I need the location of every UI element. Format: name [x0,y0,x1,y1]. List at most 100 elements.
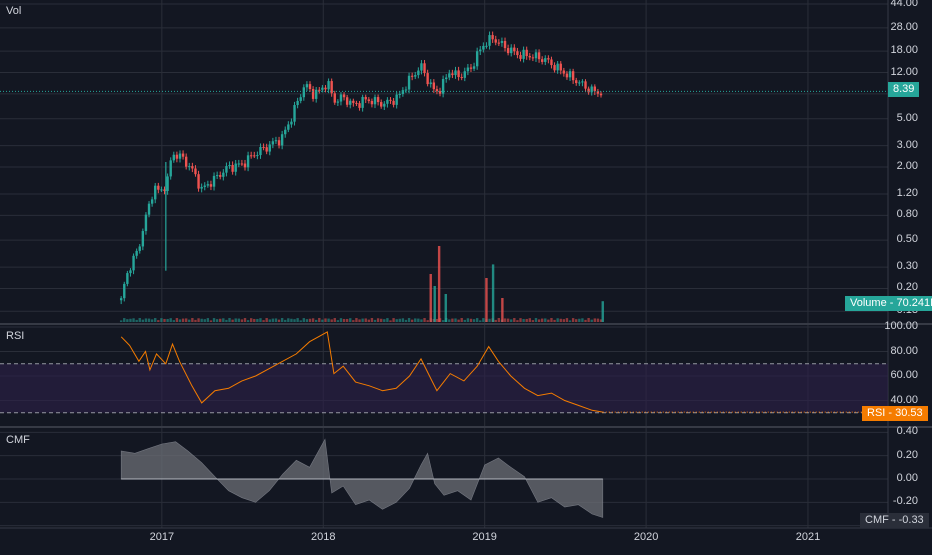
rsi-line [120,331,603,413]
volume-bar [302,318,306,322]
volume-bar [150,319,154,322]
volume-bar [209,320,213,322]
volume-bar [194,319,197,322]
volume-bar [537,319,541,322]
candle-body [587,88,590,93]
volume-bar [330,319,333,322]
volume-bar [531,320,535,322]
volume-spike-bar [601,301,604,322]
cmf-area [120,438,604,518]
candle-body [401,90,405,94]
candle-body [407,75,411,90]
volume-bar [280,318,284,322]
price-y-tick-label: 2.00 [896,160,918,173]
candle-body [590,86,593,93]
candle-body [284,129,287,135]
candle-body [420,63,423,71]
candle-body [324,87,327,90]
candle-body [342,94,346,98]
candle-body [370,100,374,105]
candle-body [522,49,525,59]
candle-body [578,82,581,84]
volume-bar [336,320,340,322]
candle-body [339,94,343,102]
candle-body [333,93,336,103]
candle-body [528,56,531,58]
candle-body [293,105,296,122]
candle-body [209,184,213,187]
volume-bar [178,319,182,322]
last-price-badge: 8.39 [888,82,920,97]
candle-body [445,77,448,80]
candle-body [472,66,476,69]
volume-bar [262,320,265,322]
candle-body [200,186,203,189]
candle-body [438,91,442,94]
volume-bar [169,318,172,322]
candle-body [562,70,566,74]
candle-body [599,93,603,96]
volume-bar [386,318,389,322]
volume-bar [522,318,525,322]
candle-body [457,70,460,78]
volume-bar [420,319,423,322]
candle-body [311,89,315,99]
candle-body [494,39,497,43]
candle-body [141,231,145,247]
candle-body [129,270,132,274]
candle-body [519,55,522,59]
volume-bar [571,318,575,322]
volume-bar [475,318,479,322]
candle-body [553,65,556,71]
volume-bar [126,319,129,322]
rsi-y-tick-label: 100.00 [884,320,918,332]
volume-bar [463,319,466,322]
candle-body [544,58,547,62]
volume-bar [339,318,343,322]
rsi-value-badge: RSI - 30.53 [862,406,928,421]
candle-body [175,154,179,159]
candle-body [556,63,559,71]
candle-body [228,164,231,167]
cmf-y-tick-label: -0.20 [892,495,918,508]
volume-bar [249,318,253,322]
volume-bar [141,319,145,322]
rsi-y-tick-label: 40.00 [890,393,918,406]
volume-bar [562,319,566,322]
candle-body [488,35,491,46]
volume-bar [454,318,457,322]
volume-bar [287,318,290,322]
candle-body [463,71,466,78]
volume-spike-bar [444,294,447,322]
volume-bar [417,318,420,322]
volume-bar [311,318,315,322]
candle-body [184,156,188,167]
rsi-y-tick-label: 80.00 [890,344,918,357]
candle-body [584,81,587,89]
candle-body [280,134,284,146]
candle-body [191,166,194,169]
candle-body [503,41,507,49]
candle-body [219,175,222,177]
volume-bar [380,318,383,322]
price-y-tick-label: 0.80 [896,208,918,221]
volume-bar [401,318,405,322]
candle-body [531,57,535,59]
candle-body [355,102,358,104]
volume-spike-bar [437,246,441,322]
volume-spike-bar [429,274,432,322]
volume-bar [575,319,578,322]
candle-body [215,175,219,177]
volume-bar [556,318,559,322]
candle-body [197,174,200,189]
candle-body [123,283,126,299]
price-y-tick-label: 1.20 [896,186,918,199]
candle-body [321,87,324,90]
candle-body [466,67,470,72]
volume-bar [172,320,175,322]
candle-body [392,100,395,105]
price-y-tick-label: 0.30 [896,260,918,273]
volume-bar [342,318,346,322]
volume-bar [144,318,148,322]
